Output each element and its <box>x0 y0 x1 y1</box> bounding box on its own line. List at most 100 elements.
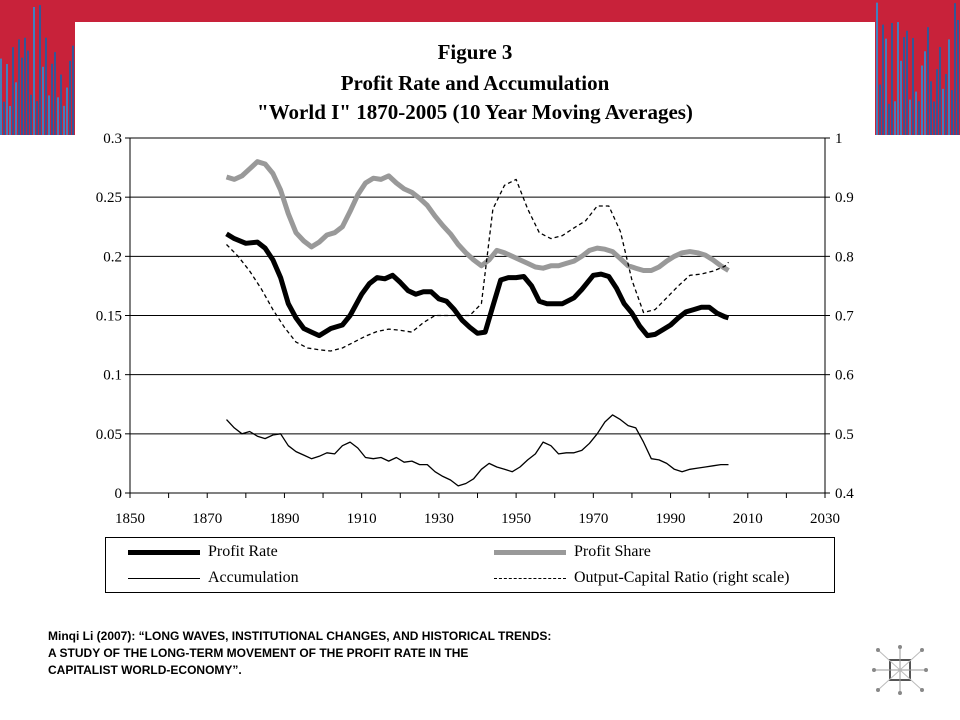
y2-tick-label: 1 <box>835 131 843 147</box>
legend-item-accumulation: Accumulation <box>128 566 299 590</box>
banner-stripe <box>3 101 5 135</box>
legend-swatch-output-capital <box>494 577 566 579</box>
banner-stripe <box>6 64 8 135</box>
banner-stripe <box>21 57 23 135</box>
citation: Minqi Li (2007): “LONG WAVES, INSTITUTIO… <box>48 628 808 679</box>
banner-stripe <box>33 7 35 135</box>
banner-stripe <box>888 103 890 135</box>
banner-stripe <box>954 3 956 135</box>
x-tick-label: 2010 <box>733 511 763 527</box>
y-tick-label: 0.2 <box>103 249 122 265</box>
banner-stripe <box>0 58 2 135</box>
banner-stripe <box>24 37 26 135</box>
banner-stripe <box>900 60 902 135</box>
y-tick-label: 0.15 <box>96 309 122 325</box>
series-line-profit-rate <box>225 231 730 339</box>
legend-swatch-profit-share <box>494 549 566 555</box>
legend-item-output-capital: Output-Capital Ratio (right scale) <box>494 566 790 590</box>
banner-stripe <box>894 101 896 135</box>
citation-line-1: Minqi Li (2007): “LONG WAVES, INSTITUTIO… <box>48 629 552 643</box>
y2-tick-label: 0.9 <box>835 190 854 206</box>
banner-stripe <box>951 90 953 135</box>
banner-stripe <box>942 88 944 135</box>
y2-tick-label: 0.4 <box>835 486 854 502</box>
banner-stripe <box>912 38 914 135</box>
x-tick-label: 1990 <box>656 511 686 527</box>
banner-stripe <box>927 27 929 135</box>
banner-stripe <box>879 84 881 135</box>
banner-stripe <box>939 47 941 135</box>
series-line-accumulation <box>226 414 729 487</box>
x-tick-label: 1930 <box>424 511 454 527</box>
banner-stripe <box>918 101 920 135</box>
banner-stripe <box>936 69 938 135</box>
y-tick-label: 0 <box>115 486 123 502</box>
banner-stripe <box>63 105 65 135</box>
series-line-profit-share <box>225 159 730 273</box>
x-tick-label: 1890 <box>269 511 299 527</box>
network-logo-icon <box>872 645 928 695</box>
banner-stripe <box>903 37 905 135</box>
x-tick-label: 1970 <box>578 511 608 527</box>
banner-stripe <box>933 101 935 135</box>
banner-stripe <box>891 23 893 135</box>
banner-stripe <box>39 5 41 135</box>
legend-label-profit-rate: Profit Rate <box>208 543 278 560</box>
banner-stripe <box>906 30 908 135</box>
banner-stripe <box>72 45 74 135</box>
banner-stripe <box>897 22 899 135</box>
legend-swatch-profit-rate <box>128 549 200 555</box>
banner-stripe <box>9 105 11 135</box>
banner-stripe <box>42 66 44 135</box>
banner-stripe <box>45 37 47 135</box>
legend-item-profit-rate: Profit Rate <box>128 540 278 564</box>
banner-stripe <box>945 73 947 135</box>
banner-stripe <box>909 99 911 135</box>
citation-line-3: CAPITALIST WORLD-ECONOMY”. <box>48 663 242 677</box>
y2-tick-label: 0.5 <box>835 427 854 443</box>
banner-stripe <box>948 39 950 135</box>
y2-tick-label: 0.7 <box>835 309 854 325</box>
y-tick-label: 0.1 <box>103 368 122 384</box>
banner-stripe <box>885 38 887 135</box>
x-tick-label: 2030 <box>810 511 840 527</box>
banner-stripe <box>921 65 923 135</box>
x-tick-label: 1910 <box>347 511 377 527</box>
legend-swatch-accumulation <box>128 577 200 579</box>
y-tick-label: 0.25 <box>96 190 122 206</box>
banner-stripe <box>69 60 71 135</box>
x-tick-label: 1850 <box>115 511 145 527</box>
legend-item-profit-share: Profit Share <box>494 540 651 564</box>
banner-stripe <box>876 2 878 135</box>
legend-label-accumulation: Accumulation <box>208 569 299 586</box>
y-tick-label: 0.3 <box>103 131 122 147</box>
figure-label: Figure 3 <box>437 40 513 64</box>
figure-title: Profit Rate and Accumulation <box>340 71 610 95</box>
banner-stripe <box>882 24 884 135</box>
banner-stripe <box>924 51 926 135</box>
legend-label-output-capital: Output-Capital Ratio (right scale) <box>574 569 790 586</box>
series-line-output-capital-ratio-right-scale <box>226 178 729 352</box>
banner-stripe <box>18 39 20 135</box>
citation-line-2: A STUDY OF THE LONG-TERM MOVEMENT OF THE… <box>48 646 469 660</box>
banner-stripe <box>915 91 917 135</box>
chart-legend: Profit Rate Profit Share Accumulation Ou… <box>105 537 835 593</box>
banner-stripe <box>12 47 14 135</box>
x-tick-label: 1950 <box>501 511 531 527</box>
banner-stripe <box>57 97 59 135</box>
y-tick-label: 0.05 <box>96 427 122 443</box>
banner-stripe <box>27 50 29 135</box>
figure-panel <box>75 22 875 612</box>
legend-label-profit-share: Profit Share <box>574 543 651 560</box>
banner-stripe <box>51 63 53 135</box>
figure-subtitle: "World I" 1870-2005 (10 Year Moving Aver… <box>257 100 693 124</box>
banner-stripe <box>48 95 50 135</box>
banner-stripe <box>30 94 32 135</box>
banner-stripe <box>54 52 56 135</box>
banner-stripe <box>66 87 68 135</box>
y2-tick-label: 0.6 <box>835 368 854 384</box>
banner-stripe <box>957 20 959 135</box>
banner-stripe <box>930 81 932 135</box>
banner-stripe <box>60 74 62 135</box>
